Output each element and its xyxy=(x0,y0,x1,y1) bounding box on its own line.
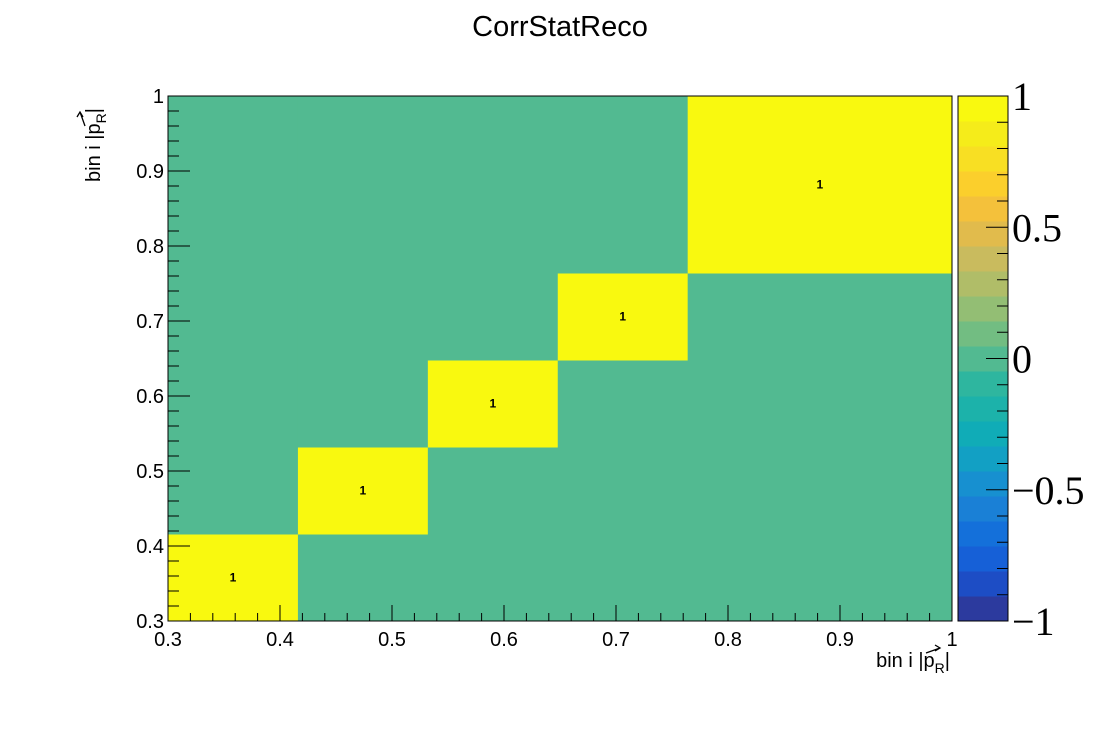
cell-value-label: 1 xyxy=(619,310,626,324)
color-scale-segment xyxy=(958,371,1008,397)
z-tick-label: −1 xyxy=(1012,599,1055,644)
y-tick-label: 0.3 xyxy=(136,611,164,633)
plot-frame xyxy=(167,95,953,622)
y-axis: 0.3 0.4 0.5 0.6 0.7 0.8 0.9 1 xyxy=(136,86,190,633)
heatmap-cell xyxy=(687,360,953,448)
y-tick-label: 0.5 xyxy=(136,461,164,483)
y-axis-title-close: | xyxy=(83,108,105,113)
color-scale-segment xyxy=(958,146,1008,172)
heatmap-cell xyxy=(297,447,429,535)
x-axis-title: bin i |pR| xyxy=(876,650,950,676)
y-axis-title-arrow-icon xyxy=(76,110,86,127)
heatmap-cell xyxy=(297,360,429,448)
heatmap-cell xyxy=(557,360,689,448)
y-tick-label: 0.7 xyxy=(136,311,164,333)
cell-value-label: 1 xyxy=(816,178,823,192)
color-scale-segment xyxy=(958,421,1008,447)
color-scale-segment xyxy=(958,196,1008,222)
y-tick-label: 0.9 xyxy=(136,161,164,183)
heatmap-cell xyxy=(168,360,299,448)
heatmap-cell xyxy=(297,534,429,622)
heatmap-cell xyxy=(427,360,559,448)
x-tick-label: 0.7 xyxy=(602,629,630,651)
y-axis-title-sub: R xyxy=(93,113,109,123)
heatmap-cell xyxy=(687,447,953,535)
z-tick-label: 0 xyxy=(1012,337,1032,382)
color-scale-segment xyxy=(958,271,1008,297)
x-tick-label: 0.8 xyxy=(714,629,742,651)
heatmap-cell xyxy=(557,447,689,535)
color-scale-segment xyxy=(958,121,1008,147)
heatmap-cell xyxy=(168,447,299,535)
color-scale-segment xyxy=(958,296,1008,322)
z-tick-label: 1 xyxy=(1012,74,1032,119)
color-scale-bar xyxy=(957,95,1009,622)
cell-value-label: 1 xyxy=(230,571,237,585)
cell-value-label: 1 xyxy=(360,484,367,498)
cell-value-label: 1 xyxy=(489,397,496,411)
heatmap-cell xyxy=(427,447,559,535)
x-tick-label: 0.6 xyxy=(490,629,518,651)
heatmap-cell xyxy=(168,273,299,361)
heatmap-cell xyxy=(557,534,689,622)
heatmap-cell xyxy=(427,96,559,274)
color-scale-axis: −1 −0.5 0 0.5 1 xyxy=(986,74,1085,644)
y-tick-label: 1 xyxy=(153,86,164,108)
chart-title: CorrStatReco xyxy=(472,11,648,43)
heatmap-cell xyxy=(557,273,689,361)
color-scale-segment xyxy=(958,546,1008,572)
color-scale-segment xyxy=(958,446,1008,472)
color-scale-segment xyxy=(958,396,1008,422)
x-tick-label: 1 xyxy=(946,629,957,651)
x-axis-title-sub: R xyxy=(935,660,945,676)
y-axis-title: bin i |pR| xyxy=(83,108,109,182)
x-tick-label: 0.4 xyxy=(266,629,294,651)
x-tick-label: 0.9 xyxy=(826,629,854,651)
x-axis-title-close: | xyxy=(945,650,950,672)
x-axis-title-text: bin i |p xyxy=(876,650,935,672)
heatmap-cell xyxy=(687,273,953,361)
heatmap-cell xyxy=(427,534,559,622)
y-tick-label: 0.8 xyxy=(136,236,164,258)
z-tick-label: 0.5 xyxy=(1012,205,1062,250)
color-scale-segment xyxy=(958,321,1008,347)
heatmap-cell-labels: 1 1 1 1 1 xyxy=(230,178,824,585)
color-scale-segment xyxy=(958,246,1008,272)
heatmap-cells xyxy=(168,96,953,622)
x-tick-label: 0.3 xyxy=(154,629,182,651)
x-tick-label: 0.5 xyxy=(378,629,406,651)
color-scale-segment xyxy=(958,496,1008,522)
x-axis-title-arrow-icon xyxy=(925,644,942,654)
heatmap-cell xyxy=(297,96,429,274)
heatmap-cell xyxy=(557,96,689,274)
color-scale-segment xyxy=(958,221,1008,247)
heatmap-cell xyxy=(297,273,429,361)
heatmap-cell xyxy=(168,96,299,274)
heatmap-cell xyxy=(687,534,953,622)
y-tick-label: 0.6 xyxy=(136,386,164,408)
heatmap-cell xyxy=(168,534,299,622)
color-scale-segment xyxy=(958,96,1008,122)
x-axis: 0.3 0.4 0.5 0.6 0.7 0.8 0.9 1 xyxy=(154,605,958,651)
y-tick-label: 0.4 xyxy=(136,536,164,558)
y-axis-title-text: bin i |p xyxy=(83,123,105,182)
heatmap-cell xyxy=(427,273,559,361)
heatmap-cell xyxy=(687,96,953,274)
color-scale-segment xyxy=(958,571,1008,597)
color-scale-segment xyxy=(958,596,1008,622)
z-tick-label: −0.5 xyxy=(1012,468,1085,513)
color-scale-segment xyxy=(958,471,1008,497)
